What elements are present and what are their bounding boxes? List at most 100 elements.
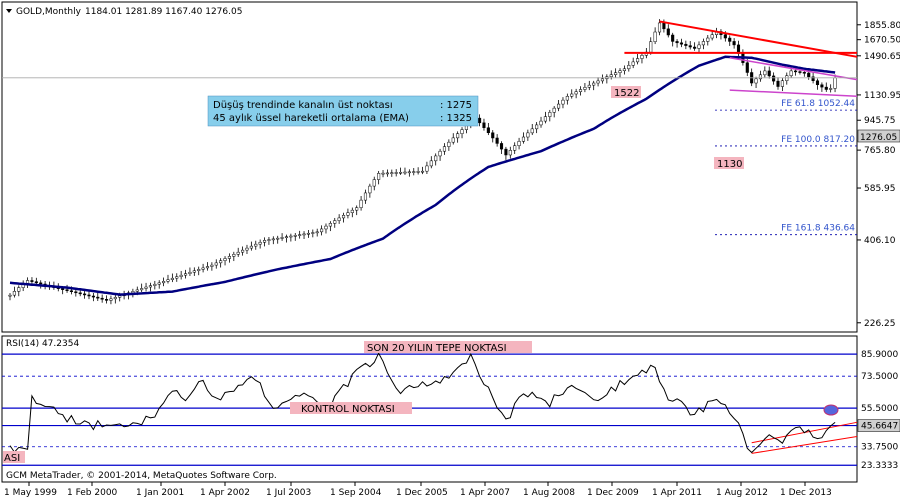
price-candle	[170, 273, 174, 283]
price-candle	[223, 256, 227, 266]
price-candle	[701, 38, 705, 50]
price-candle	[87, 291, 91, 300]
price-candle	[109, 295, 113, 305]
price-candle	[565, 93, 569, 105]
price-candle	[368, 183, 372, 198]
price-candle	[688, 41, 692, 50]
rsi-tick-bg	[858, 459, 900, 472]
price-candle	[276, 235, 280, 244]
rsi-trend-line	[751, 436, 858, 454]
rsi-panel-frame	[1, 335, 858, 483]
price-candle	[684, 40, 688, 50]
time-tick-label: 1 Apr 2011	[652, 488, 702, 498]
price-candle	[179, 270, 183, 280]
fibonacci-level-label: FE 61.8 1052.44	[781, 99, 855, 109]
price-candle	[815, 78, 820, 90]
info-line1-value: : 1275	[440, 100, 472, 111]
price-candle	[197, 266, 201, 276]
time-tick-label: 1 Aug 2008	[523, 488, 575, 498]
price-candle	[188, 267, 192, 277]
rsi-tick-label: 45.6647	[861, 422, 898, 432]
price-tick-label: 1855.80	[864, 21, 900, 31]
price-candle	[543, 111, 547, 124]
price-candle	[214, 259, 218, 269]
price-candle	[227, 253, 231, 263]
price-axis: 1855.80 1670.50 1490.65 1130.95 945.75 765.80…	[857, 21, 900, 329]
ema45-line	[9, 55, 836, 296]
price-candle	[280, 233, 284, 241]
price-candle	[324, 223, 328, 234]
rsi-line	[9, 352, 836, 454]
price-candle	[578, 86, 583, 96]
price-candle	[192, 267, 196, 276]
price-candle	[320, 225, 324, 236]
price-candle	[377, 170, 381, 185]
price-candle	[456, 131, 460, 143]
price-candle	[434, 153, 438, 166]
price-candle	[653, 27, 657, 45]
price-candle	[175, 273, 179, 282]
time-axis: 1 May 1999 1 Feb 2000 1 Jan 2001 1 Apr 2002…	[4, 482, 832, 498]
price-candle	[829, 84, 833, 93]
price-candle	[631, 57, 635, 69]
price-candle	[363, 189, 368, 204]
price-tick-label: 765.80	[864, 146, 896, 156]
price-candle	[385, 169, 389, 177]
price-candle	[495, 134, 499, 147]
price-tick-label: 226.25	[864, 319, 896, 329]
price-candle	[341, 212, 346, 223]
info-line2-value: : 1325	[440, 113, 472, 124]
price-candle	[574, 88, 578, 99]
price-candle	[592, 80, 596, 91]
price-candle	[271, 236, 275, 245]
symbol-text: GOLD,Monthly	[16, 7, 82, 17]
fibonacci-level-label: FE 100.0 817.20	[781, 135, 855, 145]
price-candle	[258, 239, 262, 249]
price-candle	[583, 82, 587, 93]
ema-layer	[9, 55, 836, 296]
trend-line	[729, 89, 858, 98]
price-candle	[328, 221, 332, 232]
time-tick-label: 1 Apr 2002	[200, 488, 250, 498]
price-candle	[785, 72, 789, 85]
price-candle	[596, 77, 600, 87]
price-candle	[767, 66, 771, 79]
price-candle	[219, 258, 223, 268]
price-candle	[570, 89, 574, 99]
price-candle	[337, 214, 341, 224]
price-tick-label: 945.75	[864, 116, 896, 126]
trendline-layer	[2, 20, 858, 98]
price-candle	[333, 217, 337, 228]
price-candle	[486, 122, 490, 136]
info-box	[207, 95, 479, 127]
price-candle	[728, 35, 732, 46]
price-candle	[306, 230, 310, 238]
time-tick-label: 1 Aug 2012	[716, 488, 768, 498]
price-candle	[381, 169, 385, 178]
time-tick-label: 1 Feb 2000	[67, 488, 118, 498]
current-price-tag	[857, 129, 900, 143]
price-candle	[91, 293, 95, 302]
price-candle	[100, 294, 104, 303]
price-candle	[298, 230, 302, 239]
price-candle	[438, 148, 442, 161]
price-candle	[96, 292, 100, 302]
price-candle	[183, 269, 188, 279]
price-candle	[763, 66, 767, 78]
price-candle	[249, 241, 253, 251]
price-candle	[201, 263, 205, 273]
price-candle	[478, 114, 482, 127]
price-tick-label: 585.95	[864, 184, 896, 194]
price-candle	[675, 39, 679, 48]
price-candle	[640, 52, 644, 64]
fibonacci-layer: FE 61.8 1052.44 FE 100.0 817.20 FE 161.8 4…	[715, 99, 857, 236]
rsi-tick-label: 73.5000	[861, 372, 898, 382]
price-candle	[425, 161, 429, 175]
price-candle	[706, 35, 710, 46]
label-1130: 1130	[717, 159, 742, 170]
price-candle	[394, 169, 398, 177]
price-candle	[460, 127, 464, 139]
